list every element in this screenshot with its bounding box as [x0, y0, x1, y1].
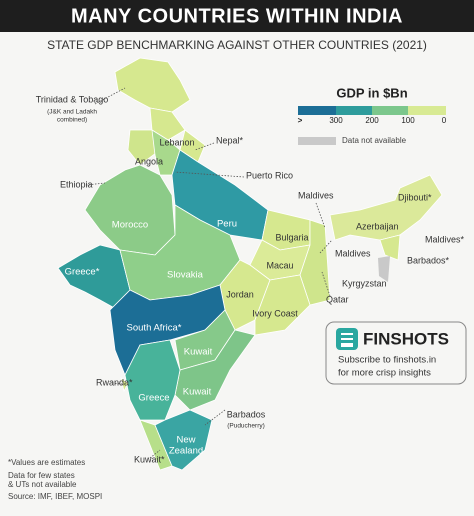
map-label: Ethiopia: [60, 179, 93, 189]
legend-title: GDP in $Bn: [336, 85, 407, 100]
map-label: Djibouti*: [398, 192, 432, 202]
map-label: Kuwait: [183, 387, 212, 398]
map-label: Barbados*: [407, 255, 450, 265]
state: [154, 409, 213, 471]
map-label: Macau: [266, 260, 293, 270]
map-label: Slovakia: [167, 270, 204, 281]
map-label: Kuwait: [184, 347, 213, 358]
leader-line: [174, 171, 245, 178]
subtitle: STATE GDP BENCHMARKING AGAINST OTHER COU…: [47, 38, 427, 52]
legend-label: 300: [329, 116, 343, 125]
state: [120, 377, 129, 393]
legend-label: 200: [365, 116, 379, 125]
note: *Values are estimates: [8, 458, 85, 467]
leader-line: [94, 87, 126, 105]
map-label: (J&K and Ladakh: [47, 109, 97, 116]
map-label: Kuwait*: [134, 454, 165, 464]
map-label: Maldives*: [425, 234, 465, 244]
legend-label: >: [298, 116, 303, 125]
map-label: Puerto Rico: [246, 170, 293, 180]
state: [174, 329, 256, 411]
map-label: Zealand: [169, 446, 203, 457]
map-label: South Africa*: [127, 323, 182, 334]
state: [127, 129, 161, 166]
map-label: Kyrgyzstan: [342, 278, 387, 288]
map-label: Jordan: [226, 289, 254, 299]
brand-tagline: for more crisp insights: [338, 368, 431, 379]
brand-box: [325, 321, 467, 385]
map-label: Greece*: [65, 267, 100, 278]
leader-line: [194, 142, 215, 151]
state: [149, 107, 186, 141]
map-label: Rwanda*: [96, 377, 133, 387]
map-label: combined): [57, 117, 87, 124]
map-label: Morocco: [112, 220, 148, 231]
note: & UTs not available: [8, 480, 77, 489]
legend-swatch: [336, 106, 372, 115]
map-label: Bulgaria: [275, 232, 308, 242]
legend-label: 100: [401, 116, 415, 125]
map-label: Barbados: [227, 409, 266, 419]
note: Data for few states: [8, 471, 75, 480]
map-label: Ivory Coast: [252, 308, 298, 318]
map-label: Maldives: [335, 248, 371, 258]
map-label: New: [176, 435, 195, 446]
map-label: Peru: [217, 219, 237, 230]
map-label: Azerbaijan: [356, 221, 399, 231]
state: [254, 274, 311, 336]
title-bar: [0, 0, 474, 32]
legend-swatch: [408, 106, 446, 115]
brand-tagline: Subscribe to finshots.in: [338, 355, 436, 366]
state: [124, 339, 181, 421]
leader-line: [149, 449, 161, 459]
map-label: Nepal*: [216, 135, 244, 145]
brand-logo-mark: [341, 333, 353, 347]
map-label: (Puducherry): [227, 423, 265, 430]
leader-line: [315, 202, 326, 229]
leader-line: [85, 182, 106, 186]
legend-swatch: [298, 106, 336, 115]
legend-scale: [298, 106, 446, 115]
india-map: [57, 57, 443, 471]
map-label: Maldives: [298, 190, 334, 200]
state: [329, 174, 443, 241]
brand-name: FINSHOTS: [363, 329, 449, 348]
map-label: Lebanon: [159, 137, 194, 147]
state: [379, 234, 401, 261]
leader-line: [204, 409, 226, 426]
leader-line: [321, 271, 331, 297]
legend-na-label: Data not available: [342, 136, 407, 145]
map-label: Greece: [138, 393, 169, 404]
state: [114, 57, 191, 113]
legend-na-swatch: [298, 137, 336, 145]
state-no-data: [378, 256, 390, 282]
legend-swatch: [372, 106, 408, 115]
title: MANY COUNTRIES WITHIN INDIA: [71, 5, 403, 27]
note: Source: IMF, IBEF, MOSPI: [8, 492, 102, 501]
map-label: Trinidad & Tobago: [36, 94, 109, 104]
map-label: Qatar: [326, 294, 349, 304]
legend-label: 0: [442, 116, 447, 125]
map-label: Angola: [135, 156, 163, 166]
